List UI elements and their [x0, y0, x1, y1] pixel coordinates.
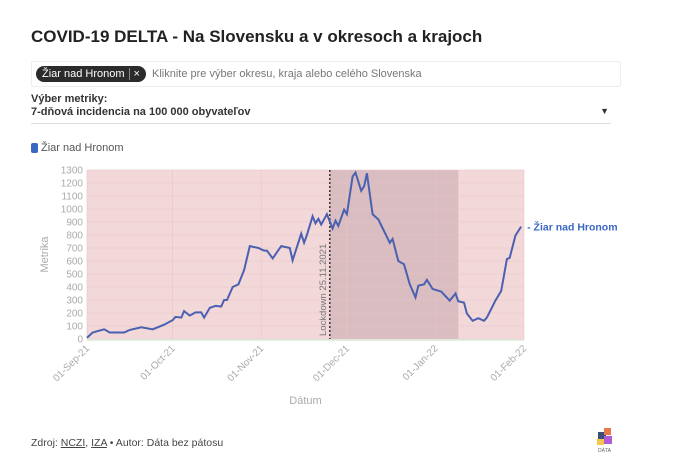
x-tick-label: 01-Nov-21 [226, 343, 267, 384]
x-tick-label: 01-Sep-21 [51, 343, 92, 384]
metric-value: 7-dňová incidencia na 100 000 obyvateľov [31, 106, 251, 118]
x-tick-label: 01-Jan-22 [401, 343, 441, 383]
metric-dropdown[interactable]: 7-dňová incidencia na 100 000 obyvateľov… [31, 106, 611, 124]
source-link-iza[interactable]: IZA [91, 437, 107, 449]
x-axis: 01-Sep-21 01-Oct-21 01-Nov-21 01-Dec-21 01-J… [51, 343, 529, 384]
source-prefix: Zdroj: [31, 437, 58, 449]
y-tick-label: 300 [66, 296, 83, 307]
grid [86, 169, 525, 341]
data-bez-patosu-logo: DÁTA [597, 428, 612, 454]
y-axis-label: Metrika [39, 236, 51, 273]
y-tick-label: 0 [77, 335, 83, 346]
svg-text:DÁTA: DÁTA [598, 447, 612, 454]
y-tick-label: 200 [66, 309, 83, 320]
plot-background [87, 170, 524, 339]
footer: Zdroj: NCZI, IZA • Autor: Dáta bez pátos… [31, 437, 224, 449]
chart: 0 100 200 300 400 500 600 700 800 900 1000 1100 1200… [39, 166, 618, 408]
source-link-nczi[interactable]: NCZI [60, 437, 86, 449]
y-tick-label: 1200 [61, 179, 84, 190]
y-tick-label: 600 [66, 257, 83, 268]
x-tick-label: 01-Feb-22 [489, 343, 530, 384]
series-end-label: - Žiar nad Hronom [527, 221, 617, 234]
y-tick-label: 1000 [61, 205, 84, 216]
selected-district-chip[interactable]: Žiar nad Hronom × [36, 66, 146, 82]
x-axis-label: Dátum [289, 395, 321, 407]
x-tick-label: 01-Oct-21 [139, 343, 179, 383]
lockdown-shading [329, 170, 459, 339]
legend[interactable]: Žiar nad Hronom [31, 142, 124, 154]
x-tick-label: 01-Dec-21 [311, 343, 352, 384]
chip-label: Žiar nad Hronom [42, 68, 125, 80]
legend-label: Žiar nad Hronom [41, 142, 124, 154]
y-tick-label: 500 [66, 270, 83, 281]
district-selector[interactable]: Žiar nad Hronom × Kliknite pre výber okr… [31, 61, 621, 87]
page-title: COVID-19 DELTA - Na Slovensku a v okreso… [31, 27, 483, 46]
selector-placeholder[interactable]: Kliknite pre výber okresu, kraja alebo c… [151, 68, 422, 80]
y-tick-label: 400 [66, 283, 83, 294]
y-tick-label: 800 [66, 231, 83, 242]
y-axis: 0 100 200 300 400 500 600 700 800 900 1000 1100 1200… [61, 166, 84, 346]
y-tick-label: 1300 [61, 166, 84, 177]
y-tick-label: 900 [66, 218, 83, 229]
legend-swatch [31, 143, 38, 153]
y-tick-label: 1100 [61, 192, 83, 203]
series-line[interactable] [86, 170, 522, 339]
lockdown-label: Lockdown 25.11.2021 [318, 244, 329, 336]
y-tick-label: 700 [66, 244, 83, 255]
author: • Autor: Dáta bez pátosu [109, 437, 224, 449]
close-icon[interactable]: × [133, 68, 140, 80]
caret-down-icon[interactable]: ▼ [600, 106, 609, 116]
metric-label: Výber metriky: [31, 93, 108, 105]
chip-divider [128, 68, 130, 80]
y-tick-label: 100 [66, 322, 83, 333]
